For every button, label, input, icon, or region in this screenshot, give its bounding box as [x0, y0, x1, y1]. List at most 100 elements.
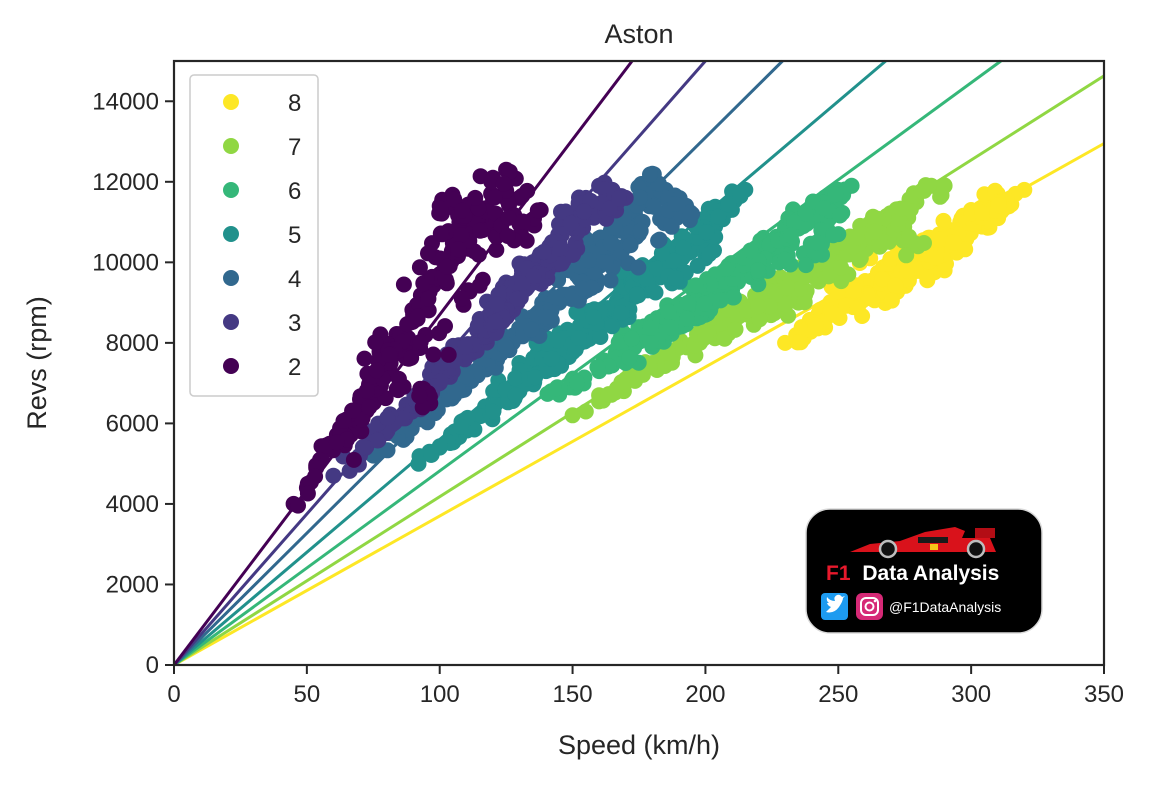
- data-point: [791, 280, 808, 297]
- data-point: [796, 268, 813, 285]
- data-point: [751, 311, 768, 328]
- data-point: [409, 308, 426, 325]
- data-point: [782, 227, 799, 244]
- y-tick-label: 10000: [92, 249, 159, 276]
- data-point: [825, 227, 842, 244]
- data-point: [553, 255, 570, 272]
- data-point: [892, 200, 909, 217]
- data-point: [457, 339, 474, 355]
- data-point: [660, 304, 677, 320]
- data-point: [623, 330, 640, 347]
- data-point: [687, 277, 704, 294]
- x-tick-label: 150: [553, 681, 593, 708]
- data-point: [634, 366, 651, 383]
- data-point: [411, 387, 428, 404]
- data-point: [827, 186, 844, 203]
- data-point: [898, 247, 915, 264]
- data-point: [777, 251, 793, 268]
- data-point: [750, 276, 767, 293]
- data-point: [632, 189, 648, 206]
- legend-label-5: 5: [288, 222, 301, 249]
- data-point: [379, 410, 396, 426]
- data-point: [701, 246, 718, 263]
- data-point: [727, 321, 744, 338]
- legend-marker-4: [223, 270, 239, 286]
- data-point: [651, 231, 668, 248]
- plot-area: [172, 59, 1106, 667]
- legend-label-6: 6: [288, 178, 301, 205]
- data-point: [358, 382, 375, 399]
- series-6-points: [539, 177, 860, 403]
- data-point: [696, 295, 713, 312]
- data-point: [501, 163, 518, 180]
- data-point: [432, 225, 449, 242]
- data-point: [732, 188, 749, 204]
- data-point: [777, 296, 794, 313]
- data-point: [901, 228, 917, 245]
- x-tick-label: 200: [685, 681, 725, 708]
- y-tick-label: 2000: [106, 571, 159, 598]
- data-point: [629, 286, 645, 303]
- plot-frame: [172, 59, 1106, 667]
- data-point: [345, 451, 362, 468]
- x-tick-label: 300: [951, 681, 991, 708]
- data-point: [467, 189, 484, 206]
- data-point: [452, 418, 469, 435]
- data-point: [797, 205, 814, 222]
- legend-marker-7: [223, 138, 239, 154]
- data-point: [576, 203, 592, 220]
- y-axis-label: Revs (rpm): [22, 296, 52, 430]
- data-point: [935, 212, 952, 229]
- data-point: [580, 252, 597, 269]
- data-point: [602, 235, 619, 252]
- data-point: [446, 383, 463, 400]
- x-tick-label: 0: [167, 681, 180, 708]
- data-point: [808, 234, 825, 251]
- data-point: [361, 399, 378, 416]
- data-point: [807, 317, 824, 334]
- data-point: [824, 305, 841, 322]
- series-2-points: [285, 161, 549, 514]
- data-point: [488, 241, 505, 258]
- data-point: [742, 242, 759, 259]
- data-point: [679, 294, 696, 311]
- data-point: [667, 270, 684, 287]
- data-point: [913, 182, 930, 199]
- data-point: [682, 204, 699, 221]
- data-point: [613, 304, 630, 321]
- data-point: [497, 338, 514, 355]
- legend-marker-8: [223, 94, 239, 110]
- data-point: [990, 197, 1007, 214]
- series-4-points: [365, 165, 701, 464]
- data-point: [411, 448, 428, 465]
- data-point: [552, 240, 569, 257]
- data-point: [290, 497, 306, 514]
- data-point: [432, 200, 449, 217]
- data-point: [381, 346, 398, 363]
- data-point: [882, 251, 899, 267]
- data-point: [345, 402, 362, 419]
- data-point: [796, 294, 813, 311]
- data-point: [848, 229, 865, 246]
- fit-line-gear-6: [173, 59, 1002, 667]
- data-point: [815, 200, 832, 216]
- data-point: [761, 298, 778, 315]
- legend-label-8: 8: [288, 90, 301, 117]
- logo-handle: @F1DataAnalysis: [889, 599, 1001, 615]
- data-point: [662, 319, 679, 336]
- data-point: [368, 362, 385, 379]
- data-point: [831, 207, 848, 224]
- data-point: [500, 209, 517, 226]
- data-point: [689, 257, 706, 274]
- data-point: [786, 214, 803, 231]
- data-point: [667, 196, 684, 212]
- legend-marker-2: [223, 358, 239, 374]
- data-point: [564, 407, 581, 424]
- data-point: [519, 182, 536, 199]
- data-point: [458, 368, 474, 385]
- data-point: [866, 223, 883, 240]
- data-point: [569, 374, 585, 391]
- data-point: [486, 189, 503, 206]
- data-point: [299, 485, 316, 502]
